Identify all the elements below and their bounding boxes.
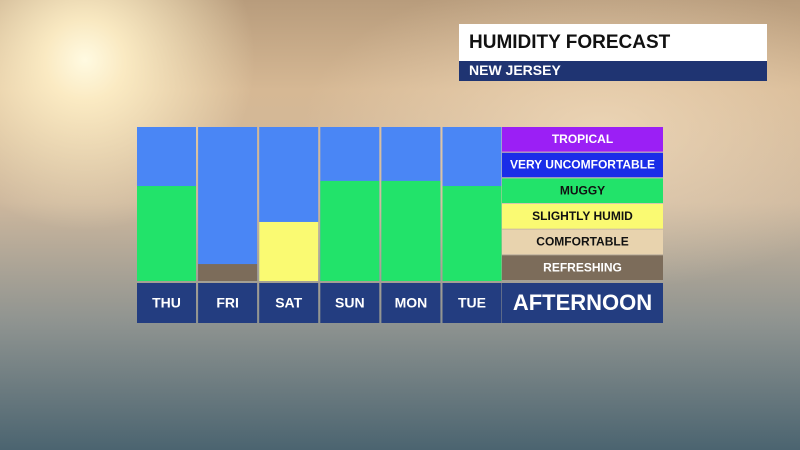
legend-swatch xyxy=(502,229,663,255)
x-tick-label: THU xyxy=(152,295,181,311)
legend-swatch xyxy=(502,255,663,280)
bar xyxy=(381,180,441,281)
bar xyxy=(137,186,196,281)
bar xyxy=(320,180,380,281)
legend-label: TROPICAL xyxy=(552,132,613,146)
bar xyxy=(442,186,502,281)
day-box xyxy=(442,283,502,323)
legend-swatch xyxy=(502,204,663,229)
day-box xyxy=(198,283,258,323)
day-box xyxy=(137,283,196,323)
legend-label: REFRESHING xyxy=(543,260,622,274)
legend-swatch xyxy=(502,178,663,203)
legend-title-box xyxy=(502,283,663,323)
bar xyxy=(259,221,319,281)
legend-swatch xyxy=(502,127,663,152)
day-box xyxy=(381,283,441,323)
bar xyxy=(198,264,258,281)
legend-label: MUGGY xyxy=(560,183,605,197)
legend-title: AFTERNOON xyxy=(513,290,652,315)
column-background xyxy=(198,127,258,281)
subtitle-box xyxy=(459,61,767,81)
legend-swatch xyxy=(502,152,663,178)
title-box xyxy=(459,24,767,61)
legend-label: COMFORTABLE xyxy=(536,235,628,249)
x-tick-label: MON xyxy=(395,295,428,311)
day-box xyxy=(259,283,319,323)
x-tick-label: FRI xyxy=(216,295,239,311)
day-box xyxy=(320,283,380,323)
subtitle: NEW JERSEY xyxy=(469,62,561,78)
title: HUMIDITY FORECAST xyxy=(469,32,671,53)
legend-label: SLIGHTLY HUMID xyxy=(532,209,633,223)
legend-label: VERY UNCOMFORTABLE xyxy=(510,158,655,172)
x-tick-label: SAT xyxy=(275,295,302,311)
x-tick-label: TUE xyxy=(458,295,486,311)
x-tick-label: SUN xyxy=(335,295,365,311)
